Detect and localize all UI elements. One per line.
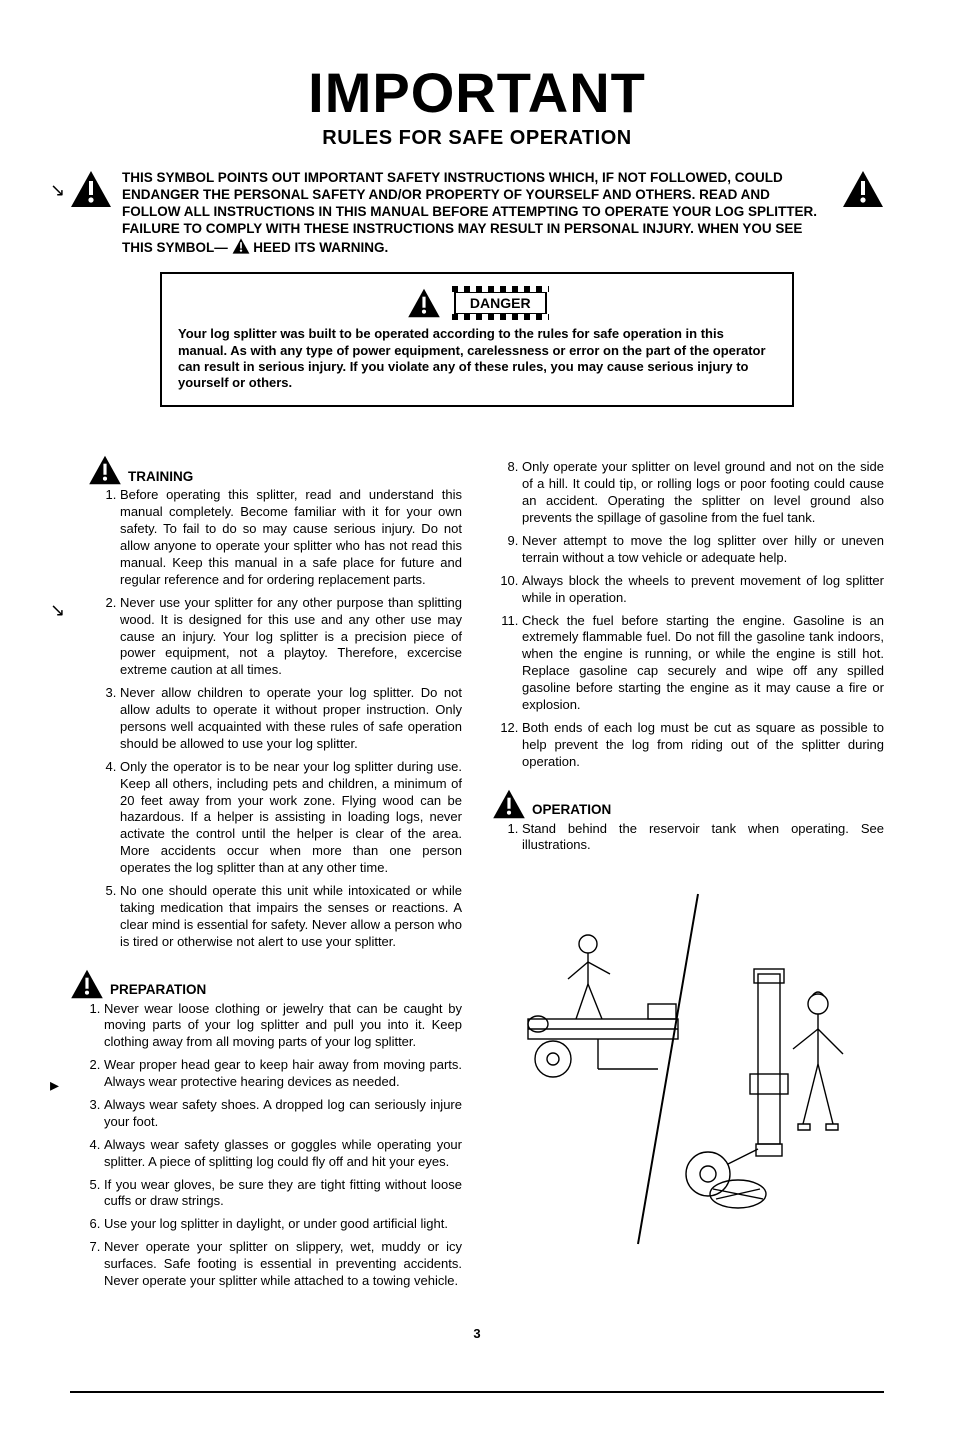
list-item: Check the fuel before starting the engin… (522, 613, 884, 714)
list-item: Wear proper head gear to keep hair away … (104, 1057, 462, 1091)
list-item: Always block the wheels to prevent movem… (522, 573, 884, 607)
training-list: Before operating this splitter, read and… (70, 487, 462, 950)
warning-icon (492, 789, 526, 819)
preparation-list: Never wear loose clothing or jewelry tha… (70, 1001, 462, 1290)
warning-icon-inline (232, 238, 250, 254)
warning-icon (88, 455, 122, 485)
list-item: Both ends of each log must be cut as squ… (522, 720, 884, 771)
list-item: Never operate your splitter on slippery,… (104, 1239, 462, 1290)
list-item: If you wear gloves, be sure they are tig… (104, 1177, 462, 1211)
warning-icon (70, 170, 112, 208)
page-title: IMPORTANT (70, 60, 884, 125)
list-item: Only operate your splitter on level grou… (522, 459, 884, 527)
page-number: 3 (70, 1326, 884, 1341)
log-splitter-drawing (498, 874, 878, 1254)
intro-block: THIS SYMBOL POINTS OUT IMPORTANT SAFETY … (70, 170, 884, 256)
danger-header: DANGER (178, 288, 776, 318)
list-item: Before operating this splitter, read and… (120, 487, 462, 588)
list-item: Stand behind the reservoir tank when ope… (522, 821, 884, 855)
preparation-list-cont: Only operate your splitter on level grou… (492, 459, 884, 770)
list-item: No one should operate this unit while in… (120, 883, 462, 951)
list-item: Never wear loose clothing or jewelry tha… (104, 1001, 462, 1052)
left-column: TRAINING Before operating this splitter,… (70, 437, 462, 1296)
page-subtitle: RULES FOR SAFE OPERATION (70, 127, 884, 150)
stray-mark: ↘ (50, 180, 65, 201)
warning-icon (842, 170, 884, 208)
bottom-rule (70, 1391, 884, 1393)
intro-body: THIS SYMBOL POINTS OUT IMPORTANT SAFETY … (122, 170, 817, 255)
illustration (492, 874, 884, 1259)
operation-heading: OPERATION (492, 789, 884, 819)
stray-mark: ▸ (50, 1075, 59, 1096)
list-item: Never attempt to move the log splitter o… (522, 533, 884, 567)
heed-warning: HEED ITS WARNING. (253, 240, 388, 255)
section-label: PREPARATION (110, 981, 206, 999)
section-label: TRAINING (128, 468, 193, 486)
list-item: Never allow children to operate your log… (120, 685, 462, 753)
list-item: Never use your splitter for any other pu… (120, 595, 462, 679)
content-columns: TRAINING Before operating this splitter,… (70, 437, 884, 1296)
list-item: Use your log splitter in daylight, or un… (104, 1216, 462, 1233)
intro-text: THIS SYMBOL POINTS OUT IMPORTANT SAFETY … (122, 170, 832, 256)
training-heading: TRAINING (88, 455, 462, 485)
right-column: Only operate your splitter on level grou… (492, 437, 884, 1296)
danger-text: Your log splitter was built to be operat… (178, 326, 776, 391)
warning-icon (407, 288, 441, 318)
operation-list: Stand behind the reservoir tank when ope… (492, 821, 884, 855)
preparation-heading: PREPARATION (70, 969, 462, 999)
danger-box: DANGER Your log splitter was built to be… (160, 272, 794, 407)
warning-icon (70, 969, 104, 999)
stray-mark: ↘ (50, 600, 65, 621)
section-label: OPERATION (532, 801, 611, 819)
list-item: Always wear safety shoes. A dropped log … (104, 1097, 462, 1131)
danger-label: DANGER (454, 291, 547, 315)
list-item: Always wear safety glasses or goggles wh… (104, 1137, 462, 1171)
list-item: Only the operator is to be near your log… (120, 759, 462, 877)
